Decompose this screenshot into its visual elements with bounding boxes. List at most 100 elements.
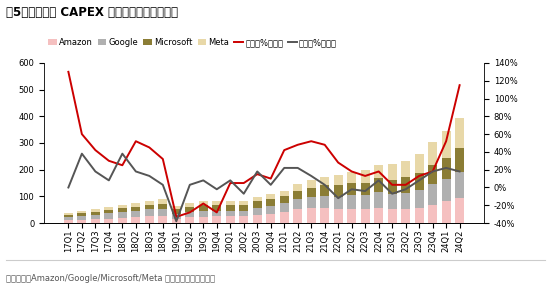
Bar	[402, 177, 410, 193]
Bar	[226, 217, 235, 223]
同比（%，右）	[65, 70, 72, 74]
同比（%，右）	[267, 177, 274, 180]
同比（%，右）	[294, 143, 301, 146]
Bar	[375, 192, 383, 208]
Bar	[293, 191, 302, 199]
环比（%，右）	[403, 188, 409, 191]
环比（%，右）	[227, 179, 234, 182]
Bar	[78, 220, 86, 223]
环比（%，右）	[362, 189, 369, 193]
Bar	[185, 207, 194, 212]
Bar	[442, 178, 450, 201]
同比（%，右）	[119, 164, 125, 167]
Bar	[239, 201, 248, 205]
环比（%，右）	[294, 166, 301, 170]
环比（%，右）	[254, 170, 261, 173]
Bar	[78, 213, 86, 216]
Bar	[428, 142, 437, 165]
环比（%，右）	[92, 170, 98, 173]
同比（%，右）	[186, 211, 193, 214]
Bar	[199, 201, 208, 205]
Bar	[347, 209, 356, 223]
Bar	[402, 161, 410, 177]
Bar	[334, 175, 343, 185]
Bar	[226, 210, 235, 217]
Text: 图5：北美巨头 CAPEX 情况（单位：亿美元）: 图5：北美巨头 CAPEX 情况（单位：亿美元）	[6, 6, 178, 19]
Bar	[253, 201, 262, 208]
Bar	[239, 216, 248, 223]
Bar	[145, 201, 153, 205]
Bar	[307, 197, 316, 208]
Bar	[91, 209, 100, 212]
Bar	[131, 203, 140, 207]
Bar	[347, 195, 356, 209]
Bar	[455, 148, 464, 172]
环比（%，右）	[146, 174, 153, 178]
同比（%，右）	[160, 157, 166, 161]
Bar	[118, 218, 127, 223]
Bar	[104, 213, 113, 219]
Bar	[158, 204, 167, 209]
Text: 资料来源：Amazon/Google/Microsoft/Meta 季报，民生证券研究院: 资料来源：Amazon/Google/Microsoft/Meta 季报，民生证…	[6, 274, 214, 283]
Bar	[415, 190, 424, 208]
Bar	[307, 180, 316, 188]
Bar	[280, 203, 289, 212]
同比（%，右）	[79, 132, 85, 136]
Bar	[375, 165, 383, 178]
Bar	[145, 216, 153, 223]
环比（%，右）	[119, 152, 125, 155]
Bar	[280, 196, 289, 203]
同比（%，右）	[321, 143, 328, 146]
同比（%，右）	[362, 174, 369, 178]
Bar	[361, 209, 370, 223]
Bar	[226, 201, 235, 205]
Bar	[334, 185, 343, 197]
同比（%，右）	[389, 183, 395, 186]
Bar	[266, 199, 275, 206]
Bar	[402, 209, 410, 223]
Line: 环比（%，右）: 环比（%，右）	[68, 154, 460, 221]
Bar	[212, 217, 221, 223]
环比（%，右）	[348, 188, 355, 191]
Bar	[104, 207, 113, 210]
Bar	[388, 194, 397, 209]
Bar	[158, 199, 167, 204]
同比（%，右）	[146, 146, 153, 149]
Bar	[64, 217, 73, 221]
同比（%，右）	[456, 84, 463, 87]
Bar	[293, 184, 302, 191]
Bar	[388, 164, 397, 180]
同比（%，右）	[106, 159, 112, 162]
Bar	[199, 205, 208, 211]
环比（%，右）	[389, 192, 395, 195]
Bar	[64, 213, 73, 215]
环比（%，右）	[173, 220, 180, 223]
Bar	[91, 212, 100, 215]
同比（%，右）	[281, 148, 288, 152]
环比（%，右）	[281, 166, 288, 170]
同比（%，右）	[430, 170, 436, 173]
Bar	[185, 217, 194, 223]
Bar	[415, 173, 424, 190]
Bar	[361, 183, 370, 195]
Bar	[172, 209, 181, 214]
Bar	[212, 205, 221, 210]
环比（%，右）	[65, 186, 72, 189]
Bar	[388, 180, 397, 194]
Bar	[118, 208, 127, 212]
Bar	[118, 212, 127, 218]
Bar	[334, 209, 343, 223]
Bar	[158, 216, 167, 223]
Bar	[172, 214, 181, 219]
环比（%，右）	[375, 179, 382, 182]
环比（%，右）	[335, 196, 342, 200]
Bar	[185, 212, 194, 217]
Bar	[266, 206, 275, 214]
环比（%，右）	[186, 183, 193, 186]
Bar	[212, 201, 221, 205]
Bar	[388, 209, 397, 223]
环比（%，右）	[106, 179, 112, 182]
环比（%，右）	[308, 174, 315, 178]
Bar	[442, 201, 450, 223]
环比（%，右）	[160, 183, 166, 186]
